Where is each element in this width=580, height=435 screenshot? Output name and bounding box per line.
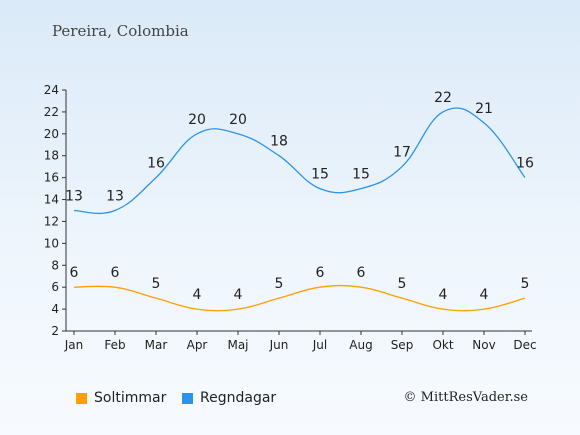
data-label-soltimmar: 5 [152,276,161,292]
data-label-soltimmar: 4 [193,287,202,303]
data-label-soltimmar: 5 [398,276,407,292]
data-label-regndagar: 20 [229,112,247,128]
data-label-regndagar: 18 [270,134,288,150]
y-tick-label: 12 [44,214,59,228]
data-label-soltimmar: 5 [521,276,530,292]
data-label-regndagar: 13 [65,189,83,205]
legend-swatch-soltimmar [76,392,87,404]
y-tick-label: 24 [44,83,59,97]
data-label-regndagar: 16 [516,156,534,172]
chart-title: Pereira, Colombia [52,22,189,40]
data-label-regndagar: 20 [188,112,206,128]
data-label-soltimmar: 6 [111,265,120,281]
data-label-soltimmar: 4 [480,287,489,303]
x-tick-label: Sep [391,338,414,352]
y-tick-label: 4 [51,302,59,316]
y-tick-label: 14 [44,193,59,207]
series-lines [73,107,526,312]
legend-label-regndagar: Regndagar [200,390,277,406]
legend-label-soltimmar: Soltimmar [94,390,167,406]
x-tick-label: Dec [513,338,536,352]
data-label-regndagar: 17 [393,145,411,161]
series-line-regndagar [73,107,526,215]
copyright-text: © MittResVader.se [403,390,528,405]
x-tick-label: Mar [145,338,168,352]
data-label-regndagar: 21 [475,101,493,117]
x-tick-label: Maj [227,338,248,352]
x-tick-label: Feb [104,338,125,352]
x-tick-label: Jan [64,338,84,352]
data-label-regndagar: 16 [147,156,165,172]
y-tick-label: 18 [44,149,59,163]
x-tick-label: Nov [472,338,495,352]
y-tick-label: 10 [44,236,59,250]
data-label-regndagar: 15 [311,167,329,183]
y-tick-label: 16 [44,171,59,185]
series-line-soltimmar [73,284,526,312]
y-tick-label: 2 [51,324,59,338]
x-tick-label: Aug [349,338,372,352]
x-tick-label: Jun [269,338,289,352]
y-tick-label: 8 [51,258,59,272]
data-label-soltimmar: 4 [439,287,448,303]
x-tick-label: Jul [312,338,327,352]
y-tick-label: 20 [44,127,59,141]
data-label-soltimmar: 6 [70,265,79,281]
data-label-soltimmar: 6 [316,265,325,281]
y-tick-label: 6 [51,280,59,294]
legend-swatch-regndagar [182,392,193,404]
x-tick-label: Okt [432,338,453,352]
x-tick-label: Apr [187,338,208,352]
data-label-regndagar: 13 [106,189,124,205]
legend-item-regndagar: Regndagar [182,390,276,406]
data-label-soltimmar: 5 [275,276,284,292]
data-label-regndagar: 15 [352,167,370,183]
data-label-soltimmar: 6 [357,265,366,281]
data-label-regndagar: 22 [434,90,452,106]
y-tick-label: 22 [44,105,59,119]
data-labels: 6 6 5 4 4 5 6 6 5 4 4 5 13 13 16 20 20 18 15 15 17 22 21 16 [65,90,534,303]
legend-item-soltimmar: Soltimmar [76,390,166,406]
data-label-soltimmar: 4 [234,287,243,303]
